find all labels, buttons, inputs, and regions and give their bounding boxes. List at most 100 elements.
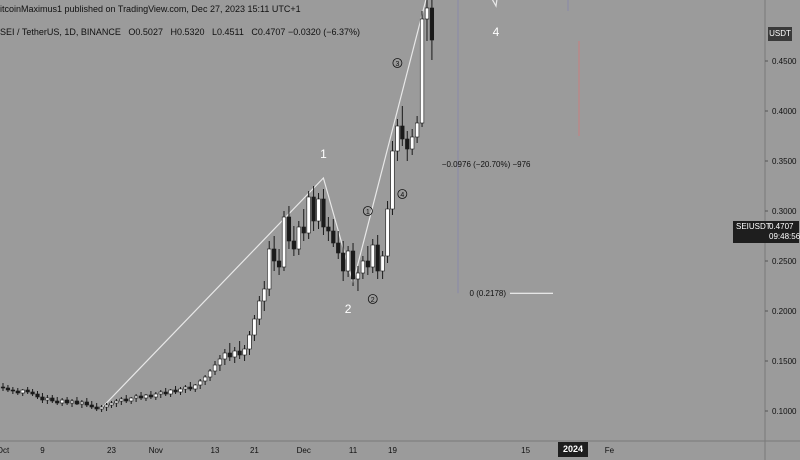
candle-body	[272, 248, 277, 262]
sub-wave-circle	[397, 189, 408, 199]
candle-body	[262, 288, 267, 302]
candle-body	[291, 240, 296, 250]
candle-body	[252, 318, 257, 336]
candle-body	[345, 250, 351, 272]
candle-body	[267, 248, 272, 290]
candle-body	[15, 390, 20, 394]
ohlc-change: −0.0320 (−6.37%)	[287, 27, 361, 37]
candle-body	[79, 401, 84, 405]
price-tag-symbol: SEIUSDT	[736, 222, 771, 231]
sub-wave-label: 1	[366, 209, 370, 216]
candle-body	[163, 391, 168, 395]
candle-body	[99, 406, 104, 410]
candle-body	[50, 397, 55, 402]
candle-body	[153, 393, 158, 398]
ohlc-close: 0.4707	[257, 27, 286, 37]
x-tick-label: 23	[107, 446, 116, 455]
candle-body	[380, 255, 385, 272]
candle-body	[20, 389, 25, 394]
candle-body	[25, 389, 30, 393]
candle-body	[257, 300, 262, 320]
candle-body	[30, 391, 35, 395]
wave-labels: 1234512345	[320, 25, 500, 316]
candle-body	[424, 7, 430, 20]
candle-body	[370, 244, 375, 268]
candle-body	[173, 389, 178, 393]
y-tick-label: 0.4500	[772, 57, 797, 66]
wave-label: 4	[493, 25, 500, 39]
candle-body	[207, 370, 213, 378]
y-tick-label: 0.2500	[772, 257, 797, 266]
candle-body	[390, 150, 395, 210]
candle-body	[286, 216, 292, 242]
candle-body	[350, 250, 356, 280]
measurements: 0.3439 (73.44%) 34390.1183 (25.30%) 1183…	[442, 0, 580, 294]
candle-body	[429, 7, 435, 41]
wave-label: 2	[345, 302, 352, 316]
candle-body	[419, 18, 425, 124]
wave-path-line	[101, 0, 498, 409]
sub-wave-circle	[367, 294, 378, 304]
candle-body	[306, 196, 311, 234]
candle-body	[336, 242, 341, 254]
candle-body	[109, 402, 114, 406]
currency-label[interactable]: USDT	[768, 27, 792, 41]
y-tick-label: 0.1000	[772, 407, 797, 416]
candle-body	[247, 334, 252, 350]
wave-label: 1	[320, 147, 327, 161]
candles	[0, 0, 435, 412]
candle-body	[232, 350, 237, 358]
symbol-name: SEI / TetherUS, 1D, BINANCE	[0, 27, 121, 37]
ohlc-open: 0.5027	[135, 27, 163, 37]
candle-body	[94, 406, 99, 410]
last-price-tag: SEIUSDT 0.4707 09:48:56	[733, 221, 800, 243]
candle-body	[296, 226, 301, 250]
candle-body	[35, 393, 40, 398]
published-line: itcoinMaximus1 published on TradingView.…	[0, 4, 301, 14]
candle-body	[341, 252, 346, 272]
candle-body	[129, 397, 134, 402]
candle-body	[198, 380, 203, 386]
candle-body	[203, 376, 208, 382]
sub-wave-label: 3	[395, 61, 399, 68]
x-tick-label: Dec	[297, 446, 311, 455]
x-tick-label: 19	[388, 446, 397, 455]
candle-body	[40, 396, 45, 401]
ohlc-low: 0.4511	[217, 27, 244, 37]
candle-body	[415, 122, 420, 138]
candle-body	[212, 364, 218, 372]
fib-levels: 2.61 (0.8112)1.61 (0.5851)0 (0.2178)	[470, 289, 553, 298]
x-tick-label: 9	[40, 446, 45, 455]
candle-body	[188, 386, 193, 390]
ohlc-close-key: C	[251, 27, 258, 37]
y-tick-label: 0.2000	[772, 307, 797, 316]
symbol-line: SEI / TetherUS, 1D, BINANCE O0.5027 H0.5…	[0, 27, 360, 37]
candle-body	[316, 198, 321, 222]
x-tick-label: 13	[211, 446, 220, 455]
candle-body	[360, 260, 365, 274]
x-tick-label: 21	[250, 446, 259, 455]
candle-body	[321, 198, 326, 228]
candle-body	[74, 400, 80, 405]
candle-body	[114, 400, 119, 404]
date-cursor-tag: 2024	[558, 442, 588, 457]
ohlc-high-key: H	[170, 27, 177, 37]
x-tick-label: Nov	[149, 446, 163, 455]
candle-body	[10, 389, 15, 392]
candle-body	[89, 404, 94, 408]
candle-body	[5, 387, 11, 391]
candle-body	[104, 404, 109, 408]
candle-body	[119, 398, 124, 402]
x-tick-label: 15	[521, 446, 530, 455]
candle-body	[55, 400, 60, 404]
ohlc-low-key: L	[212, 27, 218, 37]
y-tick-label: 0.3500	[772, 157, 797, 166]
candle-body	[60, 399, 65, 404]
candle-body	[138, 395, 144, 399]
candle-body	[395, 125, 400, 152]
candle-body	[237, 350, 242, 356]
candle-body	[193, 384, 198, 390]
candle-body	[84, 401, 89, 406]
candle-body	[168, 389, 173, 395]
